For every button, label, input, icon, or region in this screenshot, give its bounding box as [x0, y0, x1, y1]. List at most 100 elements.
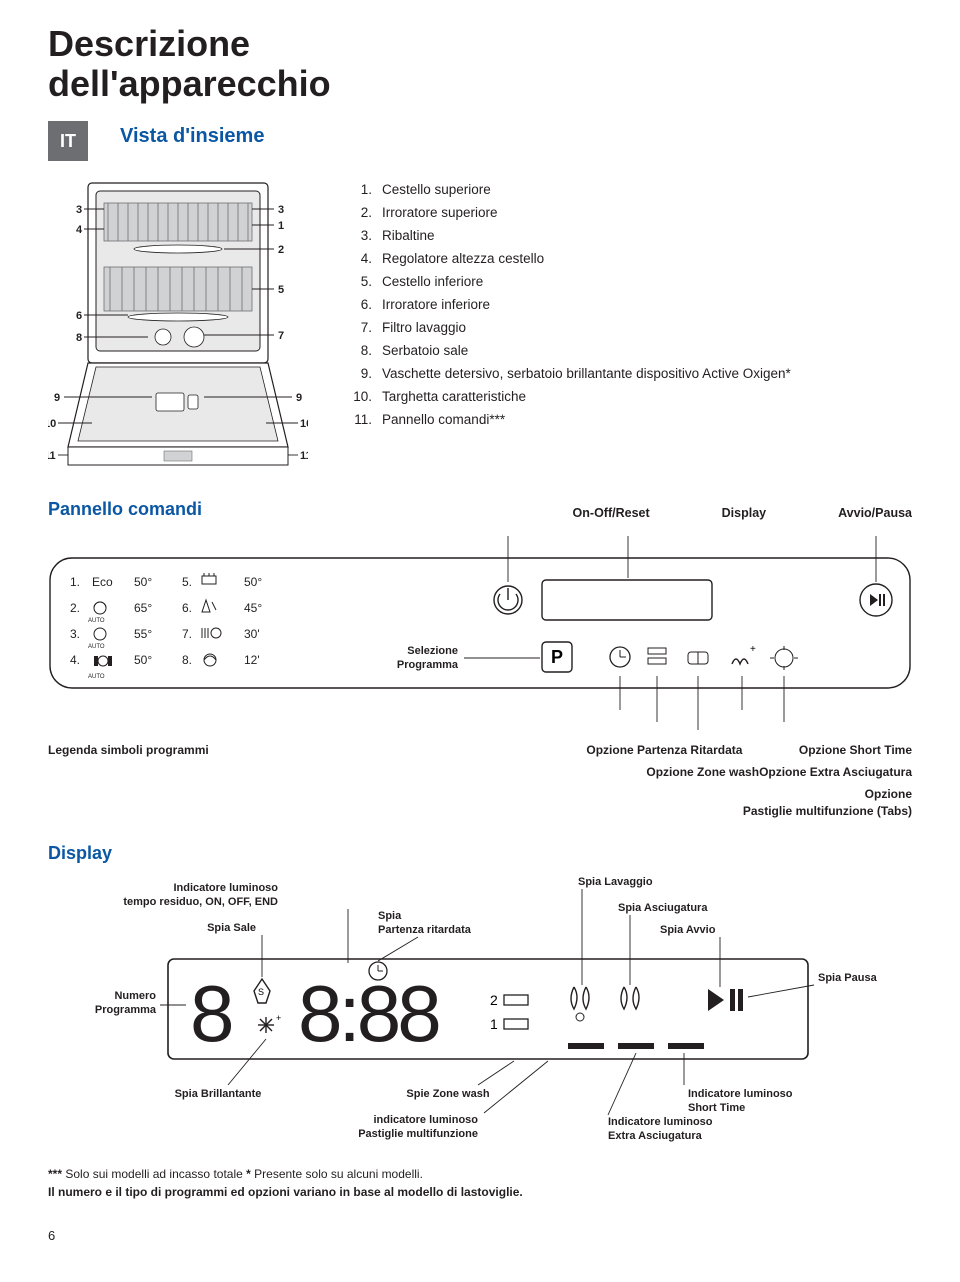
label-onoff: On-Off/Reset — [573, 505, 650, 522]
list-item: 2.Irroratore superiore — [344, 202, 912, 225]
svg-text:2: 2 — [490, 992, 498, 1008]
svg-text:Programma: Programma — [95, 1004, 157, 1016]
callout-r-7: 11 — [300, 450, 308, 462]
svg-text:indicatore luminoso: indicatore luminoso — [373, 1114, 478, 1126]
footnote-text-a: Solo sui modelli ad incasso totale — [65, 1167, 246, 1181]
title-line2: dell'apparecchio — [48, 63, 331, 104]
display-heading: Display — [48, 841, 912, 865]
svg-text:Indicatore luminoso: Indicatore luminoso — [173, 882, 278, 894]
callout-r-6: 10 — [300, 418, 308, 430]
svg-text:Spia Asciugatura: Spia Asciugatura — [618, 902, 708, 914]
svg-text:65°: 65° — [134, 601, 152, 615]
list-item: 1.Cestello superiore — [344, 179, 912, 202]
legend-extra: Opzione Extra Asciugatura — [759, 764, 912, 780]
svg-text:tempo residuo, ON, OFF, END: tempo residuo, ON, OFF, END — [123, 896, 278, 908]
svg-text:Pastiglie multifunzione: Pastiglie multifunzione — [358, 1128, 478, 1140]
svg-text:Spie Zone wash: Spie Zone wash — [406, 1088, 489, 1100]
language-badge: IT — [48, 121, 88, 161]
list-item: 7.Filtro lavaggio — [344, 317, 912, 340]
svg-text:Spia Sale: Spia Sale — [207, 922, 256, 934]
svg-text:12': 12' — [244, 653, 260, 667]
list-item: 9.Vaschette detersivo, serbatoio brillan… — [344, 363, 912, 386]
svg-text:AUTO: AUTO — [88, 618, 105, 624]
footnote: *** Solo sui modelli ad incasso totale *… — [48, 1165, 912, 1201]
footnote-star1: * — [246, 1167, 251, 1181]
svg-text:S: S — [258, 987, 264, 997]
svg-text:+: + — [750, 644, 756, 655]
control-panel-header-row: Pannello comandi On-Off/Reset Display Av… — [48, 497, 912, 521]
overview-heading: Vista d'insieme — [120, 123, 264, 150]
footnote-text-b: Presente solo su alcuni modelli. — [254, 1167, 423, 1181]
page-number: 6 — [48, 1227, 912, 1245]
svg-text:AUTO: AUTO — [88, 644, 105, 650]
control-panel-figure: 1. Eco 50° 2. AUTO 65° 3. AUTO 55° 4. AU… — [48, 530, 912, 730]
callout-l-4: 9 — [54, 392, 60, 404]
svg-text:55°: 55° — [134, 627, 152, 641]
callout-r-3: 5 — [278, 284, 284, 296]
callout-l-3: 8 — [76, 332, 82, 344]
display-box — [542, 580, 712, 620]
legend-tabs: Opzione Pastiglie multifunzione (Tabs) — [48, 786, 912, 818]
svg-text:30': 30' — [244, 627, 260, 641]
display-figure: Indicatore luminoso tempo residuo, ON, O… — [48, 871, 912, 1151]
legend-short: Opzione Short Time — [759, 742, 912, 758]
svg-text:P: P — [551, 647, 563, 667]
svg-text:50°: 50° — [134, 575, 152, 589]
svg-text:Numero: Numero — [114, 990, 156, 1002]
svg-text:Spia: Spia — [378, 910, 402, 922]
panel-legend-row: Legenda simboli programmi Opzione Parten… — [48, 742, 912, 780]
callout-r-5: 9 — [296, 392, 302, 404]
svg-text:3.: 3. — [70, 627, 80, 641]
svg-text:1: 1 — [490, 1016, 498, 1032]
callout-r-2: 2 — [278, 244, 284, 256]
list-item: 11.Pannello comandi*** — [344, 409, 912, 432]
svg-text:2.: 2. — [70, 601, 80, 615]
list-item: 8.Serbatoio sale — [344, 340, 912, 363]
svg-text:Eco: Eco — [92, 575, 113, 589]
legend-ritardata: Opzione Partenza Ritardata — [586, 742, 759, 758]
svg-text:Programma: Programma — [397, 659, 459, 671]
svg-text:4.: 4. — [70, 653, 80, 667]
callout-r-1: 1 — [278, 220, 284, 232]
dishwasher-figure: 3 4 6 8 9 10 11 3 1 2 5 7 9 10 11 — [48, 175, 308, 485]
svg-text:Indicatore luminoso: Indicatore luminoso — [688, 1088, 793, 1100]
callout-l-5: 10 — [48, 418, 56, 430]
svg-text:Short Time: Short Time — [688, 1102, 745, 1114]
svg-text:Extra Asciugatura: Extra Asciugatura — [608, 1130, 703, 1142]
svg-text:Partenza ritardata: Partenza ritardata — [378, 924, 472, 936]
legend-caption: Legenda simboli programmi — [48, 742, 209, 758]
svg-text:1.: 1. — [70, 575, 80, 589]
svg-text:Selezione: Selezione — [407, 645, 458, 657]
svg-text:8: 8 — [190, 969, 232, 1058]
svg-text:Spia Avvio: Spia Avvio — [660, 924, 716, 936]
svg-text:Indicatore luminoso: Indicatore luminoso — [608, 1116, 713, 1128]
svg-text:5.: 5. — [182, 575, 192, 589]
svg-text:45°: 45° — [244, 601, 262, 615]
list-item: 4.Regolatore altezza cestello — [344, 248, 912, 271]
svg-text:7.: 7. — [182, 627, 192, 641]
svg-text:Spia Pausa: Spia Pausa — [818, 972, 878, 984]
list-item: 10.Targhetta caratteristiche — [344, 386, 912, 409]
svg-text:50°: 50° — [134, 653, 152, 667]
callout-r-0: 3 — [278, 204, 284, 216]
list-item: 6.Irroratore inferiore — [344, 294, 912, 317]
legend-zone: Opzione Zone wash — [586, 764, 759, 780]
subtitle-row: IT Vista d'insieme — [48, 121, 912, 161]
control-panel-heading: Pannello comandi — [48, 497, 202, 521]
page-title: Descrizione dell'apparecchio — [48, 24, 912, 103]
overview-section: 3 4 6 8 9 10 11 3 1 2 5 7 9 10 11 1.Cest… — [48, 175, 912, 485]
callout-r-4: 7 — [278, 330, 284, 342]
svg-text:6.: 6. — [182, 601, 192, 615]
footnote-stars3: *** — [48, 1167, 62, 1181]
svg-text:Spia Lavaggio: Spia Lavaggio — [578, 876, 653, 888]
label-avvio: Avvio/Pausa — [838, 505, 912, 522]
callout-l-2: 6 — [76, 310, 82, 322]
svg-text:+: + — [276, 1013, 281, 1023]
callout-l-0: 3 — [76, 204, 82, 216]
language-code: IT — [60, 131, 76, 151]
svg-text:Spia Brillantante: Spia Brillantante — [175, 1088, 262, 1100]
callout-l-1: 4 — [76, 224, 83, 236]
parts-list: 1.Cestello superiore 2.Irroratore superi… — [344, 179, 912, 485]
svg-text:AUTO: AUTO — [88, 674, 105, 680]
title-line1: Descrizione — [48, 23, 250, 64]
